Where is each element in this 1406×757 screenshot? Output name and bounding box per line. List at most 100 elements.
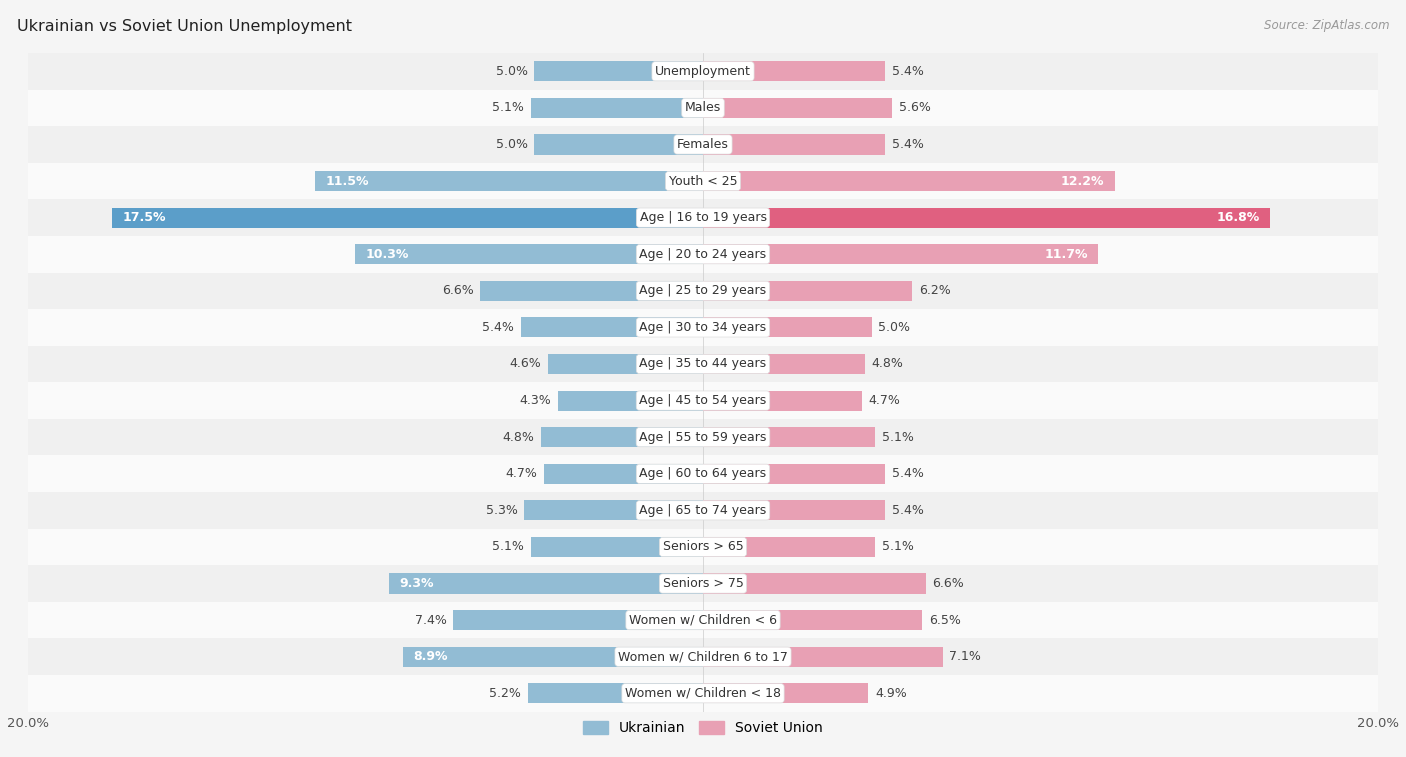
Text: Youth < 25: Youth < 25 xyxy=(669,175,737,188)
Bar xyxy=(28,492,1378,528)
Bar xyxy=(112,207,703,228)
Text: 9.3%: 9.3% xyxy=(399,577,434,590)
Bar xyxy=(703,610,922,630)
Text: 11.5%: 11.5% xyxy=(325,175,368,188)
Bar xyxy=(544,464,703,484)
Text: 7.4%: 7.4% xyxy=(415,614,447,627)
Bar xyxy=(524,500,703,520)
Text: 5.3%: 5.3% xyxy=(485,504,517,517)
Bar xyxy=(315,171,703,191)
Text: 5.0%: 5.0% xyxy=(495,65,527,78)
Text: Age | 55 to 59 years: Age | 55 to 59 years xyxy=(640,431,766,444)
Bar xyxy=(28,89,1378,126)
Bar xyxy=(28,382,1378,419)
Bar xyxy=(548,354,703,374)
Bar xyxy=(28,528,1378,565)
Text: Age | 20 to 24 years: Age | 20 to 24 years xyxy=(640,248,766,260)
Text: Women w/ Children < 6: Women w/ Children < 6 xyxy=(628,614,778,627)
Text: Age | 35 to 44 years: Age | 35 to 44 years xyxy=(640,357,766,370)
Text: Age | 65 to 74 years: Age | 65 to 74 years xyxy=(640,504,766,517)
Text: Age | 16 to 19 years: Age | 16 to 19 years xyxy=(640,211,766,224)
Text: 4.7%: 4.7% xyxy=(506,467,537,480)
Text: 6.5%: 6.5% xyxy=(929,614,960,627)
Bar xyxy=(703,354,865,374)
Text: Seniors > 65: Seniors > 65 xyxy=(662,540,744,553)
Text: 4.9%: 4.9% xyxy=(875,687,907,699)
Bar xyxy=(453,610,703,630)
Text: 5.2%: 5.2% xyxy=(489,687,520,699)
Bar xyxy=(703,500,886,520)
Text: Women w/ Children < 18: Women w/ Children < 18 xyxy=(626,687,780,699)
Bar xyxy=(481,281,703,301)
Bar xyxy=(28,419,1378,456)
Bar xyxy=(703,245,1098,264)
Bar xyxy=(28,236,1378,273)
Bar xyxy=(703,574,925,593)
Bar xyxy=(527,684,703,703)
Bar xyxy=(703,427,875,447)
Text: 5.4%: 5.4% xyxy=(891,65,924,78)
Text: 5.1%: 5.1% xyxy=(492,540,524,553)
Bar xyxy=(703,98,891,118)
Text: 11.7%: 11.7% xyxy=(1045,248,1088,260)
Text: 5.4%: 5.4% xyxy=(891,504,924,517)
Text: 7.1%: 7.1% xyxy=(949,650,981,663)
Text: 5.1%: 5.1% xyxy=(492,101,524,114)
Bar xyxy=(531,98,703,118)
Text: Age | 45 to 54 years: Age | 45 to 54 years xyxy=(640,394,766,407)
Bar xyxy=(703,317,872,338)
Text: 5.0%: 5.0% xyxy=(879,321,911,334)
Bar xyxy=(531,537,703,557)
Text: 5.4%: 5.4% xyxy=(482,321,515,334)
Text: 5.1%: 5.1% xyxy=(882,540,914,553)
Bar xyxy=(703,61,886,81)
Text: 12.2%: 12.2% xyxy=(1062,175,1105,188)
Bar xyxy=(28,456,1378,492)
Bar xyxy=(703,207,1270,228)
Text: Source: ZipAtlas.com: Source: ZipAtlas.com xyxy=(1264,19,1389,32)
Text: 10.3%: 10.3% xyxy=(366,248,409,260)
Text: 5.4%: 5.4% xyxy=(891,138,924,151)
Bar xyxy=(558,391,703,410)
Text: Seniors > 75: Seniors > 75 xyxy=(662,577,744,590)
Bar xyxy=(28,565,1378,602)
Bar xyxy=(703,684,869,703)
Bar xyxy=(703,537,875,557)
Text: 8.9%: 8.9% xyxy=(413,650,447,663)
Text: 17.5%: 17.5% xyxy=(122,211,166,224)
Bar xyxy=(541,427,703,447)
Bar xyxy=(356,245,703,264)
Bar xyxy=(703,135,886,154)
Bar xyxy=(28,675,1378,712)
Text: 5.6%: 5.6% xyxy=(898,101,931,114)
Bar xyxy=(389,574,703,593)
Text: 5.1%: 5.1% xyxy=(882,431,914,444)
Bar xyxy=(703,391,862,410)
Text: Ukrainian vs Soviet Union Unemployment: Ukrainian vs Soviet Union Unemployment xyxy=(17,19,352,34)
Bar xyxy=(28,309,1378,346)
Legend: Ukrainian, Soviet Union: Ukrainian, Soviet Union xyxy=(578,716,828,741)
Text: 16.8%: 16.8% xyxy=(1216,211,1260,224)
Text: 4.6%: 4.6% xyxy=(509,357,541,370)
Bar xyxy=(28,638,1378,675)
Text: 4.3%: 4.3% xyxy=(519,394,551,407)
Text: Women w/ Children 6 to 17: Women w/ Children 6 to 17 xyxy=(619,650,787,663)
Text: Males: Males xyxy=(685,101,721,114)
Text: 6.6%: 6.6% xyxy=(441,285,474,298)
Text: Females: Females xyxy=(678,138,728,151)
Text: 5.0%: 5.0% xyxy=(495,138,527,151)
Text: 6.2%: 6.2% xyxy=(920,285,950,298)
Text: 4.8%: 4.8% xyxy=(872,357,904,370)
Bar xyxy=(703,464,886,484)
Bar xyxy=(534,61,703,81)
Bar xyxy=(703,646,942,667)
Bar xyxy=(520,317,703,338)
Bar xyxy=(534,135,703,154)
Text: Age | 25 to 29 years: Age | 25 to 29 years xyxy=(640,285,766,298)
Text: 6.6%: 6.6% xyxy=(932,577,965,590)
Text: 4.8%: 4.8% xyxy=(502,431,534,444)
Text: Unemployment: Unemployment xyxy=(655,65,751,78)
Bar xyxy=(28,346,1378,382)
Text: 5.4%: 5.4% xyxy=(891,467,924,480)
Bar xyxy=(28,273,1378,309)
